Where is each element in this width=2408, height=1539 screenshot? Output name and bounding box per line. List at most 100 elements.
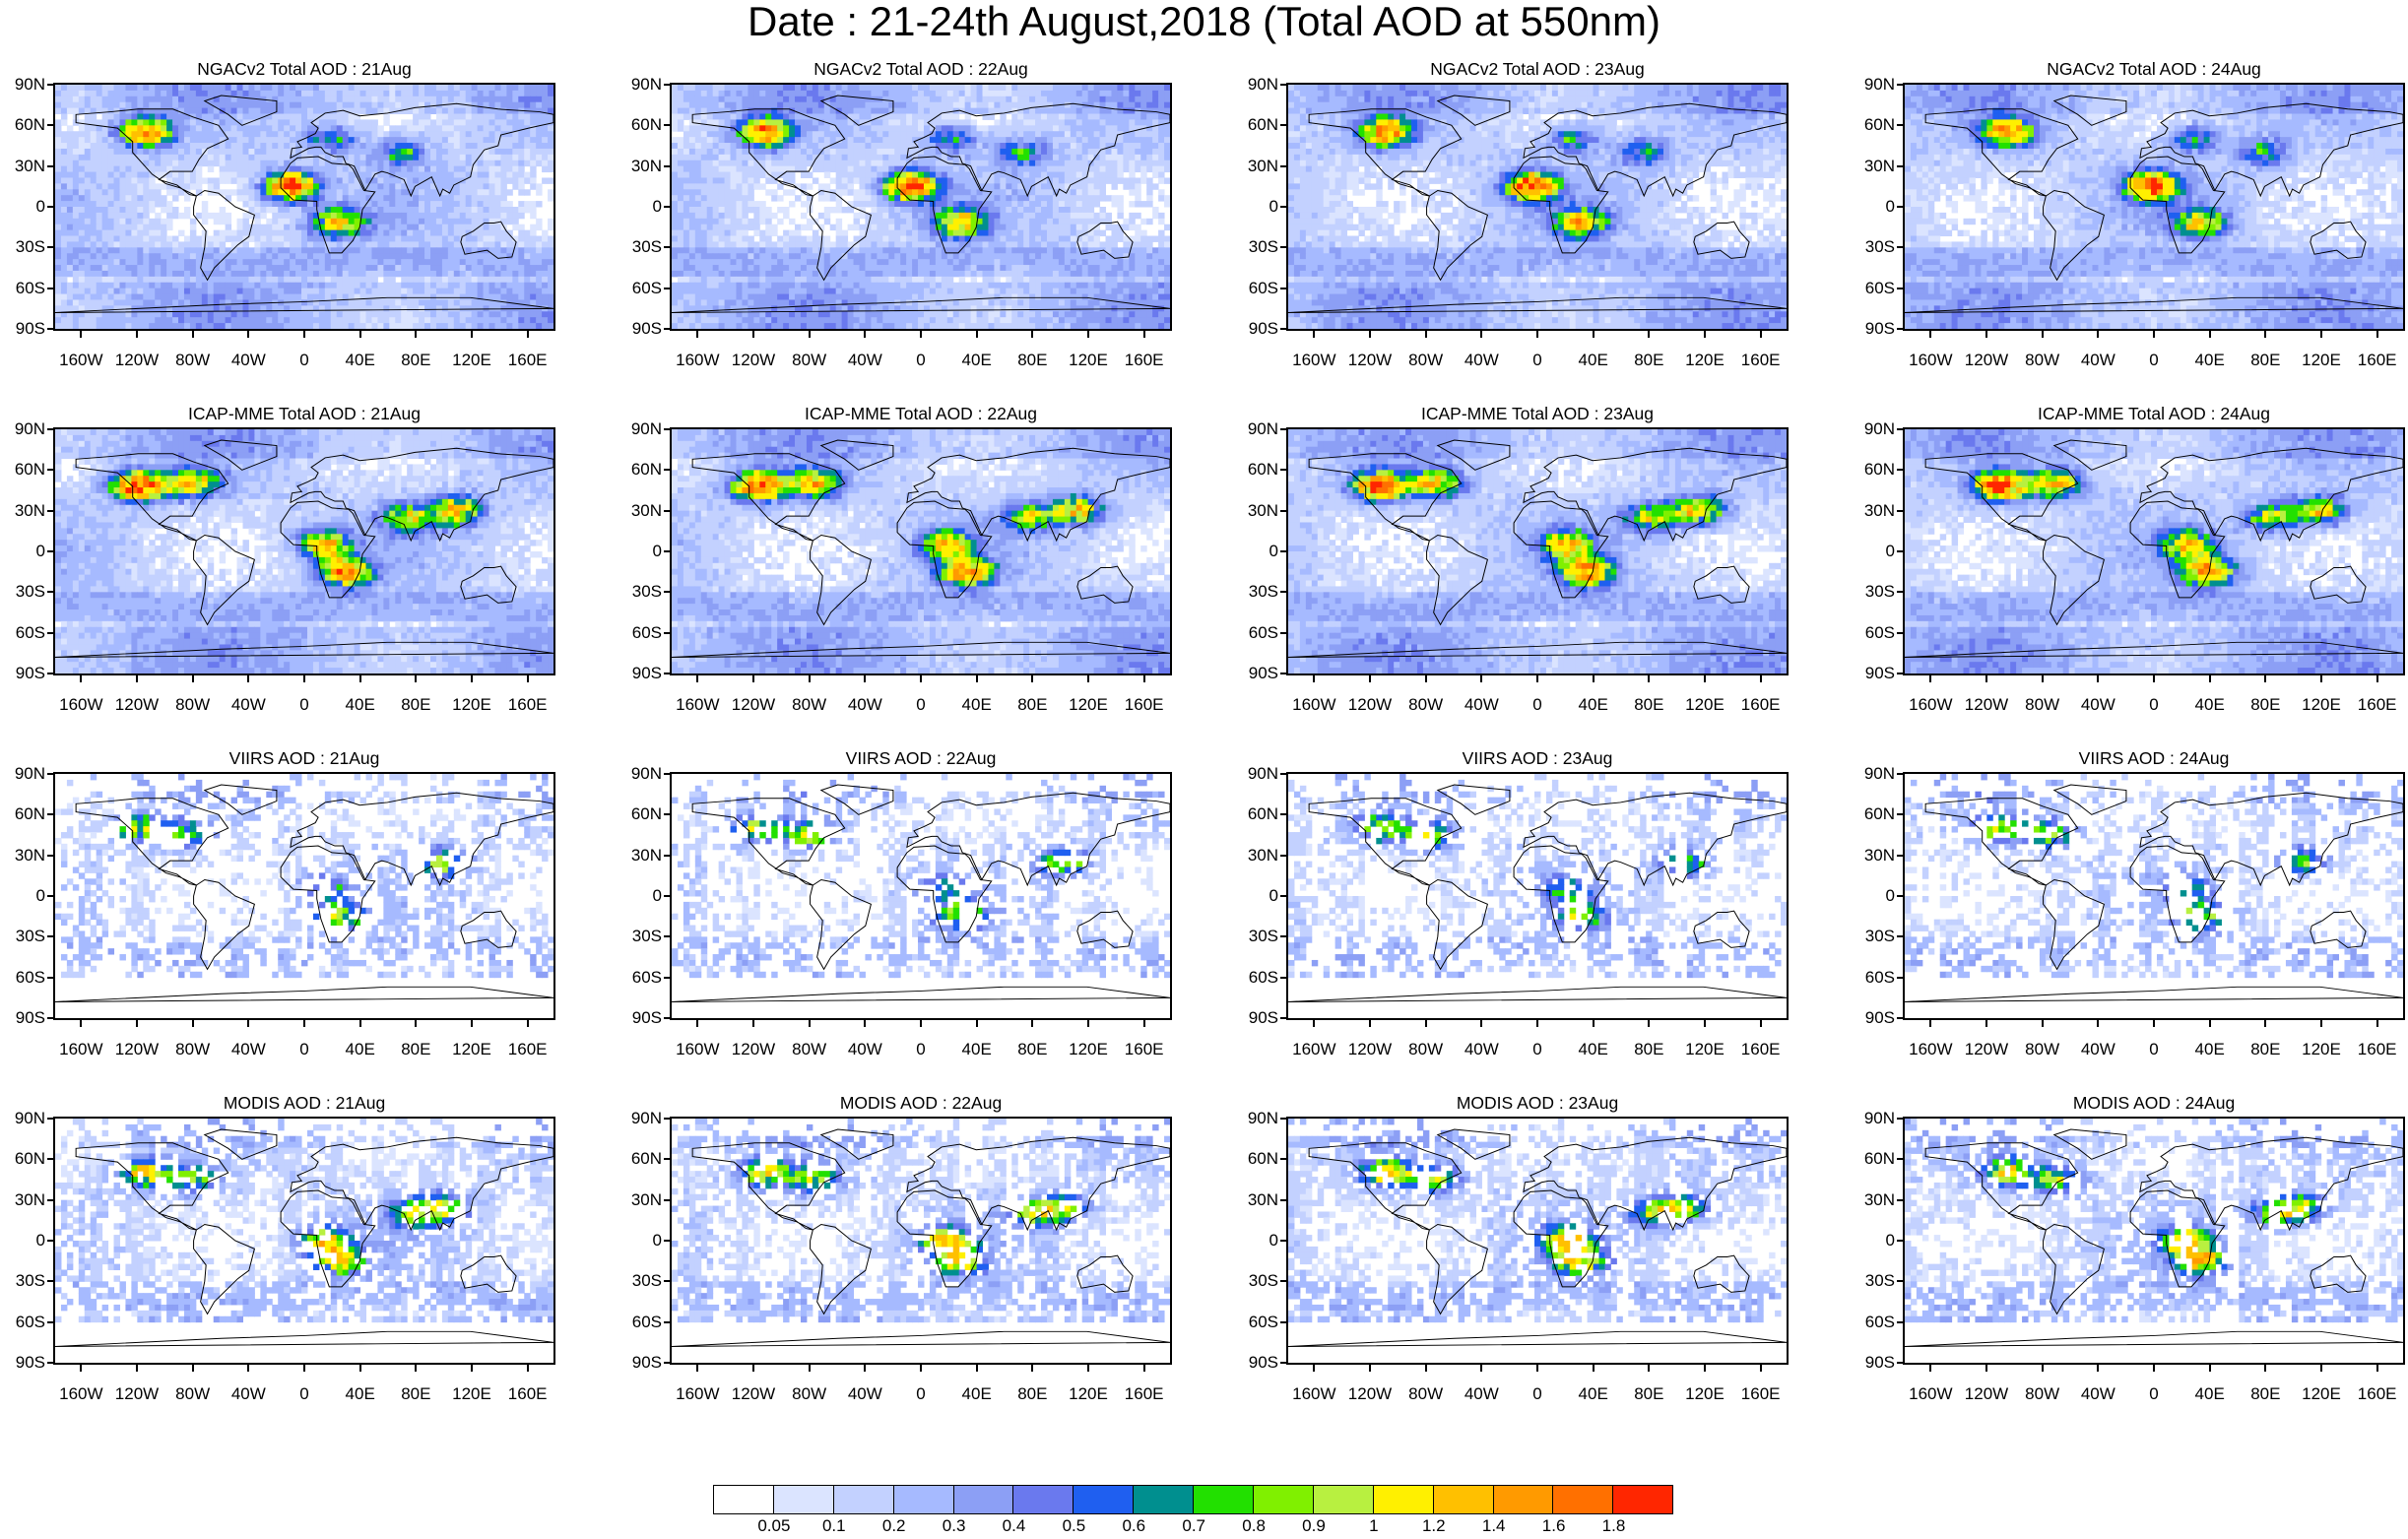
- panel-title: NGACv2 Total AOD : 21Aug: [53, 59, 555, 79]
- lon-tick-label: 120E: [1059, 696, 1118, 714]
- panel-title: VIIRS AOD : 23Aug: [1286, 748, 1789, 768]
- colorbar-swatch: [1193, 1485, 1255, 1514]
- lat-tick-label: 90N: [1233, 1110, 1278, 1127]
- lon-tick-label: 120E: [2292, 1041, 2351, 1058]
- lon-tick-label: 120E: [2292, 696, 2351, 714]
- coastline: [280, 500, 376, 599]
- lat-tick-label: 60N: [1233, 805, 1278, 823]
- lon-tick-label: 40E: [2180, 352, 2240, 369]
- lat-tick-label: 90N: [1850, 765, 1895, 783]
- lat-tick-label: 60N: [0, 461, 45, 479]
- colorbar-swatch: [1372, 1485, 1434, 1514]
- coastline: [1288, 986, 1787, 1002]
- lon-tick-label: 120E: [1675, 696, 1734, 714]
- coastline: [193, 1223, 255, 1315]
- coastline: [1693, 565, 1750, 604]
- lat-tick-label: 0: [1233, 887, 1278, 905]
- lon-tick-label: 160W: [668, 1385, 727, 1403]
- coastline: [2052, 439, 2127, 471]
- lon-tick-label: 120E: [2292, 352, 2351, 369]
- lon-tick-label: 40W: [219, 352, 278, 369]
- lat-tick-label: 30N: [617, 1190, 662, 1209]
- coastline: [290, 102, 553, 198]
- coastline: [1308, 108, 1463, 197]
- coastline: [2043, 189, 2105, 282]
- lon-tick-label: 80W: [2013, 696, 2072, 714]
- map-panel: MODIS AOD : 23Aug 90N 60N 30N 0 30S 60S 90S 160W…: [1233, 1093, 1789, 1433]
- coastline: [2139, 102, 2403, 198]
- lat-tick-label: 30S: [1850, 583, 1895, 601]
- colorbar-label: 0.9: [1284, 1517, 1343, 1534]
- colorbar-label: 0.2: [865, 1517, 924, 1534]
- map-panel: VIIRS AOD : 24Aug 90N 60N 30N 0 30S 60S 90S 160W…: [1850, 748, 2405, 1088]
- coastline: [55, 641, 553, 658]
- lat-tick-label: 30N: [1850, 1190, 1895, 1209]
- map-panel: NGACv2 Total AOD : 24Aug 90N 60N 30N 0 30S 60S…: [1850, 59, 2405, 399]
- lon-tick-label: 160E: [2348, 696, 2407, 714]
- lat-tick-label: 0: [1850, 887, 1895, 905]
- aod-map: [1903, 427, 2405, 675]
- lon-tick-label: 40W: [2068, 696, 2127, 714]
- lat-tick-label: 0: [0, 543, 45, 560]
- colorbar-label: 1.6: [1525, 1517, 1584, 1534]
- coastline: [1924, 453, 2079, 542]
- lat-tick-label: 60N: [0, 1150, 45, 1168]
- map-panel: VIIRS AOD : 21Aug 90N 60N 30N 0 30S 60S 90S 160W…: [0, 748, 555, 1088]
- coastline: [1288, 296, 1787, 313]
- lon-tick-label: 120E: [442, 352, 501, 369]
- lon-tick-label: 0: [2124, 1385, 2183, 1403]
- coastline: [2139, 1136, 2403, 1232]
- coastline: [290, 1136, 553, 1232]
- lon-tick-label: 40E: [331, 352, 390, 369]
- coastline: [1076, 221, 1134, 259]
- lat-tick-label: 30N: [617, 846, 662, 865]
- lon-tick-label: 120W: [1957, 1041, 2016, 1058]
- coastline: [55, 296, 553, 313]
- lon-tick-label: 40E: [947, 352, 1007, 369]
- lat-tick-label: 90N: [0, 765, 45, 783]
- lat-tick-label: 90N: [617, 765, 662, 783]
- map-panel: ICAP-MME Total AOD : 22Aug 90N 60N 30N 0 30S 6…: [617, 404, 1172, 743]
- lon-tick-label: 80E: [386, 1041, 445, 1058]
- aod-map: [1903, 772, 2405, 1020]
- lon-tick-label: 160E: [1731, 696, 1790, 714]
- map-panel: NGACv2 Total AOD : 21Aug 90N 60N 30N 0 30S 60S…: [0, 59, 555, 399]
- lat-tick-label: 30N: [1850, 157, 1895, 175]
- colorbar-label: 1: [1344, 1517, 1403, 1534]
- lon-tick-label: 40W: [835, 352, 894, 369]
- lat-tick-label: 90S: [0, 320, 45, 338]
- lon-tick-label: 0: [891, 1385, 950, 1403]
- lon-tick-label: 160E: [2348, 352, 2407, 369]
- coastline: [2129, 156, 2226, 254]
- lon-tick-label: 160E: [1115, 1041, 1174, 1058]
- coastline: [1426, 534, 1488, 626]
- colorbar-label: 1.2: [1404, 1517, 1464, 1534]
- lat-tick-label: 90S: [1850, 665, 1895, 682]
- coastline: [1523, 792, 1787, 887]
- panel-title: NGACv2 Total AOD : 23Aug: [1286, 59, 1789, 79]
- coastline: [460, 1254, 517, 1293]
- lon-tick-label: 80E: [1003, 1385, 1062, 1403]
- lat-tick-label: 30S: [617, 238, 662, 256]
- aod-map: [670, 83, 1172, 331]
- lon-tick-label: 80W: [163, 1385, 223, 1403]
- lon-tick-label: 120W: [1957, 352, 2016, 369]
- lat-tick-label: 30S: [1850, 928, 1895, 945]
- coastline: [906, 792, 1170, 887]
- lon-tick-label: 0: [275, 1385, 334, 1403]
- coastline: [1308, 1142, 1463, 1231]
- lon-tick-label: 80E: [1003, 1041, 1062, 1058]
- lon-tick-label: 0: [275, 352, 334, 369]
- map-panel: MODIS AOD : 24Aug 90N 60N 30N 0 30S 60S 90S 160W…: [1850, 1093, 2405, 1433]
- panel-title: ICAP-MME Total AOD : 24Aug: [1903, 404, 2405, 423]
- coastline: [2310, 221, 2367, 259]
- coastline: [1513, 156, 1609, 254]
- colorbar-boxes: [713, 1485, 1674, 1514]
- panel-title: ICAP-MME Total AOD : 22Aug: [670, 404, 1172, 423]
- coastline: [672, 986, 1170, 1002]
- lat-tick-label: 90N: [0, 1110, 45, 1127]
- coastline: [203, 439, 278, 471]
- colorbar-label: 0.8: [1224, 1517, 1283, 1534]
- coastline: [2052, 784, 2127, 815]
- lon-tick-label: 0: [1508, 1041, 1567, 1058]
